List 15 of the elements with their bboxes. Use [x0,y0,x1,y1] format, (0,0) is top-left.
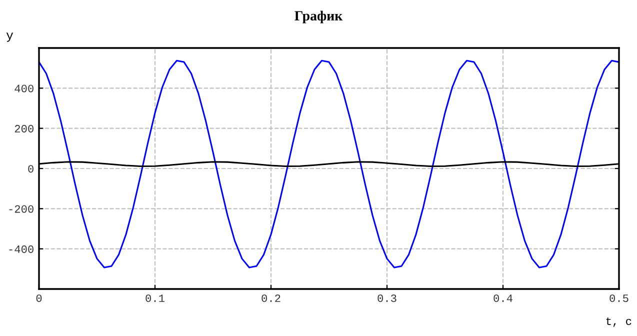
x-tick-label: 0.1 [146,294,164,302]
y-tick-label: -400 [9,245,34,253]
y-tick-label: 400 [14,84,34,92]
chart-title: График [294,10,343,24]
line-series [39,60,619,268]
x-tick-label: 0.5 [610,294,628,302]
y-axis-title: y [6,32,14,42]
x-tick-label: 0 [36,294,42,302]
y-tick-label: 0 [28,165,34,173]
x-tick-label: 0.3 [378,294,396,302]
x-axis-title: t, c [606,317,632,327]
x-tick-label: 0.4 [494,294,512,302]
y-tick-label: 200 [14,124,34,132]
x-tick-label: 0.2 [262,294,280,302]
y-tick-label: -200 [9,205,34,213]
